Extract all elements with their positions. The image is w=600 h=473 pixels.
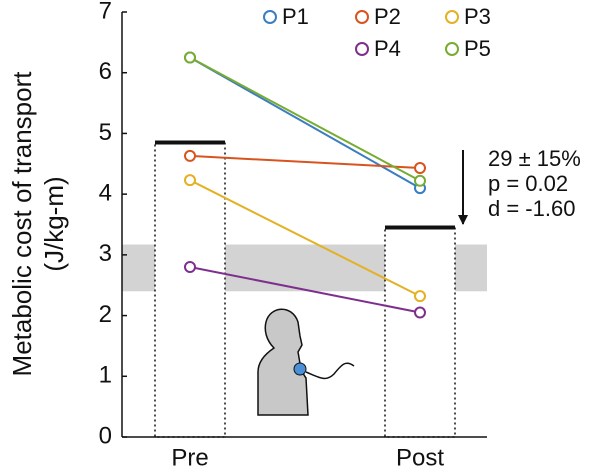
mean-bar: [384, 226, 456, 438]
mean-bar: [154, 141, 226, 438]
data-point: [184, 51, 196, 64]
legend-label: P1: [282, 4, 309, 29]
annotation: 29 ± 15%: [488, 146, 581, 171]
legend-label: P5: [464, 36, 491, 61]
series-line: [189, 56, 421, 182]
series-line: [189, 154, 421, 170]
legend-label: P3: [464, 4, 491, 29]
x-tick-label: Pre: [171, 444, 208, 471]
axis-label: Metabolic cost of transport (J/kg-m): [7, 71, 69, 377]
head-icon: [257, 308, 355, 416]
annotation: d = -1.60: [488, 196, 575, 221]
y-tick-label: 6: [99, 58, 112, 85]
legend-label: P2: [374, 4, 401, 29]
data-point: [184, 261, 196, 273]
data-point: [184, 149, 196, 162]
series-line: [189, 179, 421, 298]
y-tick-label: 4: [99, 179, 112, 206]
y-axis-label: (J/kg-m): [39, 176, 69, 271]
legend-marker: [263, 10, 277, 24]
legend-marker: [445, 10, 459, 24]
data-point: [414, 290, 426, 303]
legend-label: P4: [374, 36, 401, 61]
y-tick-label: 3: [99, 240, 112, 267]
data-point: [414, 174, 426, 187]
series-line: [189, 266, 421, 314]
data-point: [414, 162, 426, 175]
y-tick-label: 2: [99, 301, 112, 328]
data-point: [414, 306, 426, 319]
y-tick-label: 1: [99, 362, 112, 389]
annotation: p = 0.02: [488, 171, 568, 196]
x-tick-label: Post: [396, 444, 444, 471]
legend-marker: [355, 42, 369, 56]
legend-marker: [445, 42, 459, 56]
y-axis-label: Metabolic cost of transport: [7, 71, 37, 377]
y-tick-label: 0: [99, 422, 112, 449]
data-point: [184, 174, 196, 187]
legend-marker: [355, 10, 369, 24]
y-tick-label: 5: [99, 119, 112, 146]
y-tick-label: 7: [99, 0, 112, 24]
